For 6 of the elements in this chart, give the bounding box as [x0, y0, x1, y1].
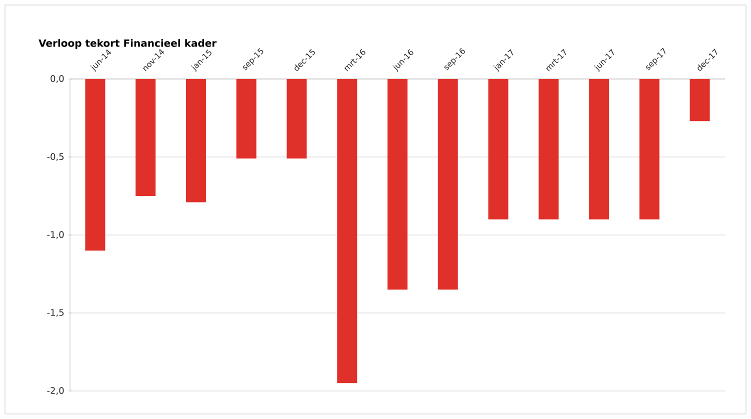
- y-tick-label: -1,5: [47, 309, 64, 317]
- y-tick-label: 0,0: [50, 75, 64, 83]
- y-tick-label: -2,0: [47, 387, 64, 395]
- y-tick-label: -1,0: [47, 231, 64, 239]
- chart-title: Verloop tekort Financieel kader: [38, 39, 217, 49]
- y-tick-label: -0,5: [47, 153, 64, 161]
